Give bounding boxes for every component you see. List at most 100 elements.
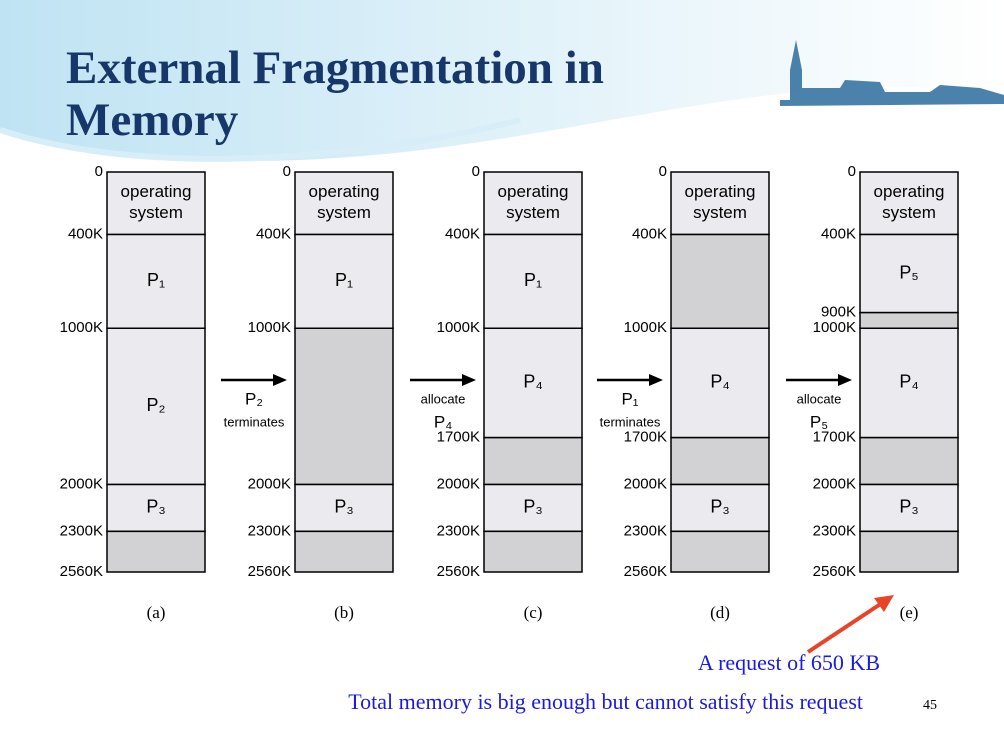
memory-hole	[859, 311, 959, 329]
address-label: 2000K	[248, 475, 291, 492]
block-label: operating	[874, 182, 945, 201]
transition-label: P₁	[621, 389, 638, 408]
address-label: 900K	[821, 304, 856, 321]
block-label: P₄	[523, 372, 542, 392]
block-label: system	[317, 203, 371, 222]
address-label: 2560K	[813, 563, 856, 580]
block-label: P₃	[334, 497, 353, 517]
transition-label: P₂	[245, 389, 263, 408]
address-label: 400K	[256, 225, 291, 242]
block-label: operating	[498, 182, 569, 201]
address-label: 0	[472, 163, 480, 180]
memory-block	[670, 171, 770, 236]
memory-hole	[670, 436, 770, 486]
address-label: 1000K	[437, 319, 480, 336]
memory-block	[859, 483, 959, 533]
address-label: 1000K	[248, 319, 291, 336]
address-label: 1700K	[624, 429, 667, 446]
memory-hole	[483, 530, 583, 573]
block-label: P₁	[524, 270, 542, 290]
memory-hole	[106, 530, 206, 573]
memory-block	[483, 171, 583, 236]
block-label: operating	[309, 182, 380, 201]
block-label: operating	[685, 182, 756, 201]
header-swoosh	[0, 117, 521, 162]
transition-label: allocate	[421, 391, 466, 406]
transition-label: terminates	[224, 414, 285, 429]
memory-block	[670, 483, 770, 533]
address-label: 1000K	[813, 319, 856, 336]
slide-title: External Fragmentation in	[66, 42, 604, 94]
transition-label: P₅	[810, 412, 828, 431]
transition-arrowhead	[838, 374, 852, 386]
address-label: 0	[283, 163, 291, 180]
block-label: P₃	[899, 497, 918, 517]
address-label: 400K	[821, 225, 856, 242]
header-band	[0, 0, 1004, 161]
address-label: 2560K	[437, 563, 480, 580]
column-caption: (d)	[710, 603, 730, 622]
address-label: 1000K	[624, 319, 667, 336]
address-label: 1000K	[60, 319, 103, 336]
transition-label: P₄	[434, 412, 452, 431]
memory-block	[483, 327, 583, 439]
memory-block	[859, 171, 959, 236]
address-label: 2560K	[624, 563, 667, 580]
block-label: P₄	[899, 372, 918, 392]
block-label: operating	[121, 182, 192, 201]
address-label: 0	[95, 163, 103, 180]
transition-arrowhead	[649, 374, 663, 386]
address-label: 2000K	[60, 475, 103, 492]
address-label: 2300K	[60, 522, 103, 539]
block-label: P₄	[710, 372, 729, 392]
block-label: P₁	[335, 270, 353, 290]
address-label: 2300K	[624, 522, 667, 539]
transition-arrowhead	[462, 374, 476, 386]
address-label: 2300K	[437, 522, 480, 539]
block-label: system	[882, 203, 936, 222]
block-label: P₁	[147, 270, 165, 290]
transition-label: allocate	[797, 391, 842, 406]
block-label: P₂	[147, 395, 166, 415]
memory-block	[859, 233, 959, 314]
slide-title: Memory	[66, 94, 239, 146]
transition-arrowhead	[273, 374, 287, 386]
block-label: P₃	[523, 497, 542, 517]
memory-diagram: operating system P₁ P₂ P₃ 0 400K 1000K 2000K 2300…	[60, 163, 959, 622]
address-label: 0	[659, 163, 667, 180]
column-caption: (e)	[900, 603, 919, 622]
memory-block	[106, 171, 206, 236]
address-label: 2300K	[248, 522, 291, 539]
address-label: 2300K	[813, 522, 856, 539]
address-label: 1700K	[437, 429, 480, 446]
block-label: system	[129, 203, 183, 222]
conclusion: Total memory is big enough but cannot sa…	[348, 689, 863, 714]
address-label: 2000K	[437, 475, 480, 492]
block-label: system	[506, 203, 560, 222]
skyline	[780, 40, 1004, 106]
address-label: 1700K	[813, 429, 856, 446]
transition-label: terminates	[600, 414, 661, 429]
pointer-arrow	[806, 601, 884, 654]
request-note: A request of 650 KB	[698, 650, 880, 675]
address-label: 2560K	[60, 563, 103, 580]
block-label: P₅	[899, 262, 918, 282]
memory-block	[106, 327, 206, 486]
address-label: 0	[848, 163, 856, 180]
page-number: 45	[923, 698, 937, 713]
address-label: 400K	[68, 225, 103, 242]
memory-hole	[294, 327, 394, 486]
column-caption: (c)	[524, 603, 543, 622]
memory-block	[294, 483, 394, 533]
column-caption: (a)	[147, 603, 166, 622]
memory-hole	[483, 436, 583, 486]
block-label: P₃	[710, 497, 729, 517]
memory-block	[670, 327, 770, 439]
memory-hole	[670, 530, 770, 573]
pointer-arrowhead	[874, 595, 894, 612]
address-label: 400K	[445, 225, 480, 242]
memory-hole	[859, 530, 959, 573]
memory-hole	[670, 233, 770, 329]
